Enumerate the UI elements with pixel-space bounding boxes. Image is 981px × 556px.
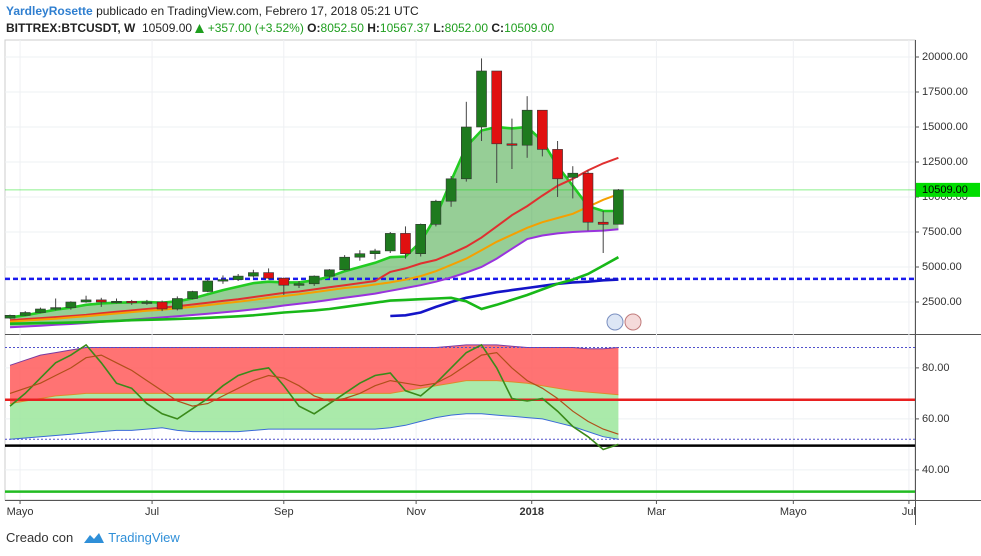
- x-tick-label: Jul: [145, 506, 159, 518]
- candle-body: [95, 299, 107, 303]
- candle-body: [217, 279, 229, 282]
- candle-body: [400, 233, 411, 255]
- y-tick-label: 20000.00: [922, 51, 968, 63]
- footer-text: Creado con: [6, 530, 74, 545]
- header: YardleyRosette publicado en TradingView.…: [6, 3, 554, 37]
- candle-body: [476, 70, 487, 128]
- ohlc-value: 10567.37: [379, 21, 430, 35]
- ohlc-label: L:: [433, 21, 445, 35]
- candle-body: [597, 221, 609, 225]
- candle-body: [613, 189, 624, 225]
- candle-body: [415, 224, 426, 255]
- ohlc-value: 10509.00: [504, 21, 555, 35]
- flag-icon: [624, 313, 642, 331]
- y-tick-label: 12500.00: [922, 156, 968, 168]
- x-tick-label: Sep: [274, 506, 294, 518]
- ohlc: O:8052.50 H:10567.37 L:8052.00 C:10509.0…: [307, 21, 554, 35]
- band-line: [9, 380, 619, 405]
- x-tick-label: Mar: [647, 506, 666, 518]
- last: 10509.00: [142, 21, 193, 35]
- y-tick-label: 7500.00: [922, 226, 962, 238]
- author[interactable]: YardleyRosette: [6, 4, 93, 18]
- candle-body: [232, 275, 244, 280]
- ma-line: [390, 278, 619, 318]
- candle-body: [324, 269, 335, 277]
- candle-body: [430, 200, 442, 225]
- y-tick-label: 5000.00: [922, 261, 962, 273]
- candle-body: [384, 233, 396, 252]
- candle-body: [461, 126, 472, 180]
- chart: Mayo Jul Sep Nov 2018 Mar Mayo Jul 20000.00 17500…: [4, 39, 981, 525]
- osc-line: [9, 351, 619, 435]
- ohlc-label: O:: [307, 21, 321, 35]
- footer: Creado con TradingView: [6, 530, 180, 545]
- candle-body: [293, 283, 305, 286]
- candle-body: [4, 315, 16, 319]
- candle-body: [248, 272, 259, 277]
- candle-body: [278, 277, 290, 286]
- published: publicado en TradingView.com, Febrero 17…: [96, 4, 419, 18]
- candle-body: [567, 172, 579, 178]
- ma-line: [9, 193, 619, 323]
- candle-body: [187, 291, 198, 299]
- candle-body: [521, 109, 533, 146]
- candle-body: [80, 299, 92, 303]
- candle-body: [141, 301, 153, 304]
- ohlc-label: H:: [367, 21, 380, 35]
- y-tick-label: 17500.00: [922, 86, 968, 98]
- candle-body: [35, 308, 46, 313]
- upper-band-fill: [10, 344, 619, 404]
- candle-body: [111, 301, 122, 304]
- x-tick-label: 2018: [519, 506, 543, 518]
- candle-body: [156, 301, 168, 310]
- candle-body: [202, 280, 214, 292]
- ohlc-label: C:: [491, 21, 505, 35]
- candle-body: [263, 272, 274, 279]
- logo: [83, 533, 104, 543]
- y-tick-label: 60.00: [922, 413, 950, 425]
- last-price-label: 10509.00: [922, 184, 968, 196]
- y-tick-label: 80.00: [922, 362, 950, 374]
- header-line: BITTREX:BTCUSDT, W 10509.00 +357.00 (+3.…: [6, 20, 554, 37]
- candle-body: [582, 172, 594, 223]
- x-tick-label: Mayo: [780, 506, 807, 518]
- ohlc-value: 8052.50: [320, 21, 364, 35]
- candle-body: [19, 312, 31, 316]
- candle-body: [354, 253, 366, 258]
- x-tick-label: Mayo: [7, 506, 34, 518]
- change: +357.00 (+3.52%): [207, 21, 304, 35]
- lower-band-fill: [10, 380, 619, 440]
- candle-body: [369, 250, 381, 255]
- candle-body: [308, 275, 320, 285]
- candle-body: [552, 149, 563, 180]
- candle-body: [126, 301, 137, 304]
- y-tick-label: 2500.00: [922, 296, 962, 308]
- y-tick-label: 15000.00: [922, 121, 968, 133]
- y-tick-label: 40.00: [922, 464, 950, 476]
- event-icons: [606, 313, 642, 331]
- band-line: [9, 413, 619, 440]
- ma-line: [9, 156, 619, 322]
- symbol: BITTREX:BTCUSDT, W: [6, 21, 136, 35]
- candle-body: [537, 109, 548, 150]
- header-line: YardleyRosette publicado en TradingView.…: [6, 3, 554, 20]
- candle-body: [339, 256, 350, 271]
- osc-line: [9, 343, 619, 451]
- ohlc-value: 8052.00: [444, 21, 489, 35]
- x-tick-label: Jul: [902, 506, 916, 518]
- up-arrow: [195, 24, 205, 33]
- candle-body: [491, 70, 503, 145]
- brand[interactable]: TradingView: [108, 530, 180, 545]
- ma-line: [9, 256, 620, 325]
- candle-body: [50, 307, 61, 310]
- x-tick-label: Nov: [406, 506, 426, 518]
- candle-body: [506, 143, 518, 146]
- candle-body: [65, 301, 77, 308]
- last-price-box: [916, 182, 980, 197]
- candle-body: [445, 178, 457, 202]
- flag-icon: [606, 313, 624, 331]
- candle-body: [172, 298, 183, 310]
